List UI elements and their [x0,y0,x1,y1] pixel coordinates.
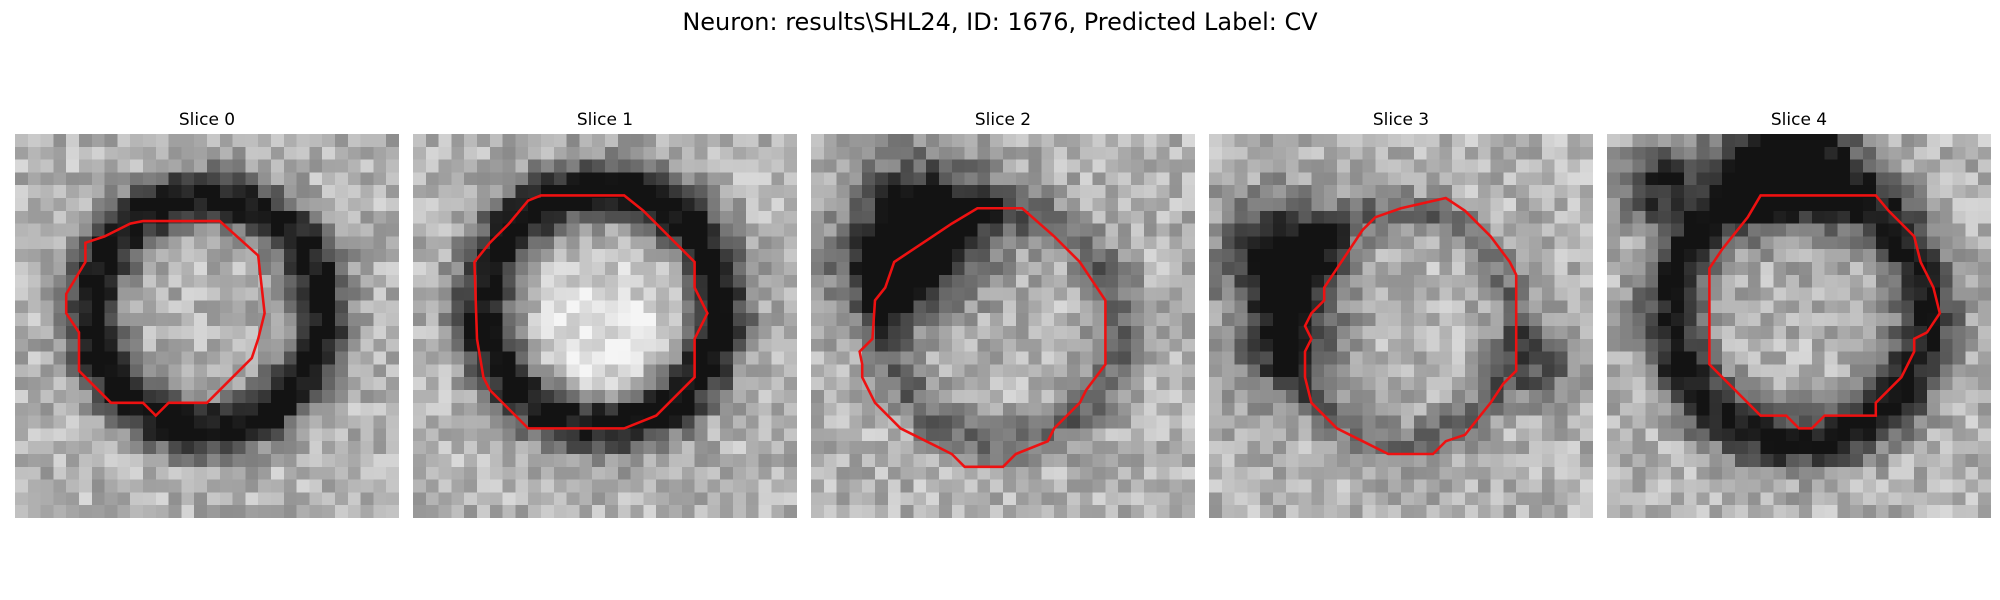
slice-panel-3: Slice 3 [1209,108,1593,518]
slice-panel-2: Slice 2 [811,108,1195,518]
grayscale-image [811,134,1195,518]
contour-polygon [473,194,709,430]
roi-contour [1303,196,1518,456]
slice-image-0 [15,134,399,518]
contour-polygon [1303,196,1518,456]
contour-polygon [64,219,266,418]
roi-contour [1708,194,1942,430]
slice-title: Slice 1 [576,110,634,130]
slice-image-1 [413,134,797,518]
slice-panel-1: Slice 1 [413,108,797,518]
slice-title: Slice 2 [974,110,1032,130]
slice-title: Slice 4 [1770,110,1828,130]
slice-panel-0: Slice 0 [15,108,399,518]
contour-polygon [858,206,1107,469]
roi-contour [473,194,709,430]
grayscale-image [1607,134,1991,518]
slice-image-3 [1209,134,1593,518]
slice-panel-4: Slice 4 [1607,108,1991,518]
roi-contour [64,219,266,418]
slice-title: Slice 3 [1372,110,1430,130]
slice-title: Slice 0 [178,110,236,130]
figure-title: Neuron: results\SHL24, ID: 1676, Predict… [682,8,1318,36]
slice-image-2 [811,134,1195,518]
roi-contour [858,206,1107,469]
grayscale-image [15,134,399,518]
slice-image-4 [1607,134,1991,518]
contour-polygon [1708,194,1942,430]
